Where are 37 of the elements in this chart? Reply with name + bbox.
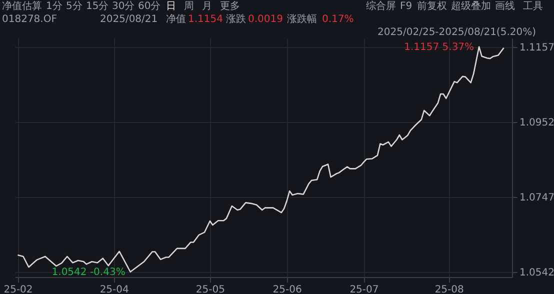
text: 周: [184, 1, 194, 12]
x-tick-label: 25-06: [272, 284, 302, 294]
annotation: 1.0542 -0.43%: [52, 266, 126, 278]
text: 净值: [166, 13, 186, 25]
text: 0.0019: [248, 14, 283, 25]
text: 工具: [523, 1, 543, 12]
text: 1.1154: [188, 14, 223, 25]
text: 15分: [86, 0, 109, 12]
text: F9: [400, 1, 412, 12]
text: 1分: [46, 0, 62, 12]
text: 018278.OF: [2, 14, 58, 25]
x-tick-label: 25-07: [350, 284, 379, 294]
text: 月: [202, 1, 212, 12]
text: 超级叠加: [451, 0, 491, 12]
text: 2025/08/21: [100, 14, 158, 25]
text: 60分: [138, 0, 161, 12]
y-tick-label: 1.0952: [520, 117, 554, 128]
text: 涨跌: [226, 13, 246, 25]
text: 涨跌幅: [287, 13, 317, 25]
text: 净值估算: [2, 0, 42, 12]
y-tick-label: 1.0747: [520, 192, 554, 204]
x-tick-label: 25-08: [434, 284, 464, 294]
text: 2025/02/25-2025/08/21(5.20%): [378, 27, 536, 38]
text: 综合屏: [366, 0, 396, 12]
text: 日: [166, 1, 176, 12]
text: 30分: [112, 0, 135, 12]
x-tick-label: 25-04: [100, 284, 129, 294]
text: 画线: [495, 0, 515, 12]
text: 前复权: [417, 0, 447, 12]
text: 0.17%: [322, 14, 354, 25]
text: 更多: [220, 0, 240, 12]
y-tick-label: 1.1157: [520, 42, 554, 54]
x-tick-label: 25-05: [196, 284, 225, 294]
y-tick-label: 1.0542: [520, 267, 554, 278]
text: 5分: [66, 0, 82, 12]
x-tick-label: 25-02: [4, 284, 33, 294]
annotation: 1.1157 5.37%: [404, 42, 474, 53]
